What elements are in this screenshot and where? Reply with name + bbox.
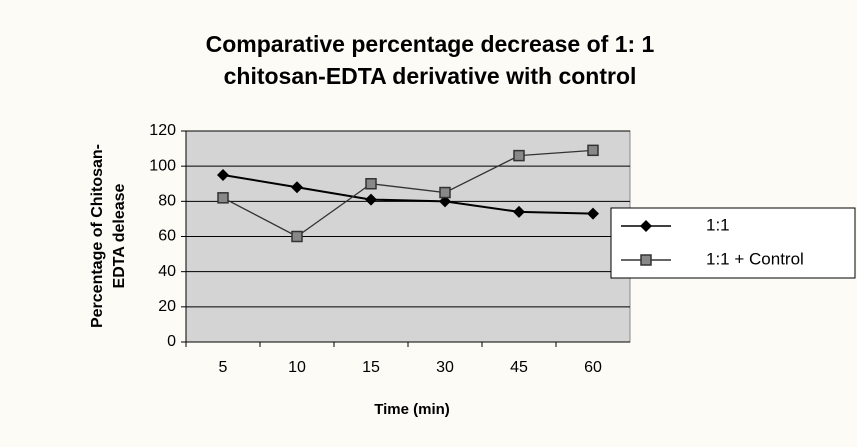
marker	[513, 205, 525, 218]
y-tick-label: 0	[167, 333, 176, 350]
x-tick-label: 45	[510, 359, 528, 376]
x-tick-label: 10	[288, 359, 306, 376]
x-tick-label: 60	[584, 359, 602, 376]
y-tick-label: 60	[158, 228, 176, 245]
legend-box	[610, 207, 856, 279]
marker	[439, 186, 451, 199]
x-tick-label: 30	[436, 359, 454, 376]
marker	[291, 230, 303, 243]
marker	[640, 220, 652, 232]
y-tick-label: 120	[149, 122, 176, 139]
marker	[439, 195, 451, 208]
x-tick-label: 5	[219, 359, 228, 376]
x-tick-label: 15	[362, 359, 380, 376]
legend-label: 1:1	[706, 215, 730, 234]
marker	[217, 168, 229, 181]
marker	[365, 193, 377, 206]
marker	[365, 178, 377, 190]
marker	[291, 181, 303, 194]
y-tick-label: 40	[158, 263, 176, 280]
y-tick-label: 80	[158, 193, 176, 210]
marker	[513, 149, 525, 162]
marker	[587, 144, 599, 157]
marker	[587, 207, 599, 220]
series-line	[222, 173, 594, 215]
chart-title: chitosan-EDTA derivative with control	[224, 63, 637, 89]
x-axis-label: Time (min)	[374, 401, 450, 418]
series-line	[222, 149, 594, 238]
y-axis-label: EDTA delease	[111, 183, 128, 288]
y-tick-label: 100	[149, 157, 176, 174]
marker	[640, 254, 652, 266]
y-tick-label: 20	[158, 298, 176, 315]
chart-title: Comparative percentage decrease of 1: 1	[206, 31, 655, 57]
y-axis-label: Percentage of Chitosan-	[89, 144, 106, 328]
legend-label: 1:1 + Control	[706, 249, 804, 268]
marker	[217, 192, 229, 204]
